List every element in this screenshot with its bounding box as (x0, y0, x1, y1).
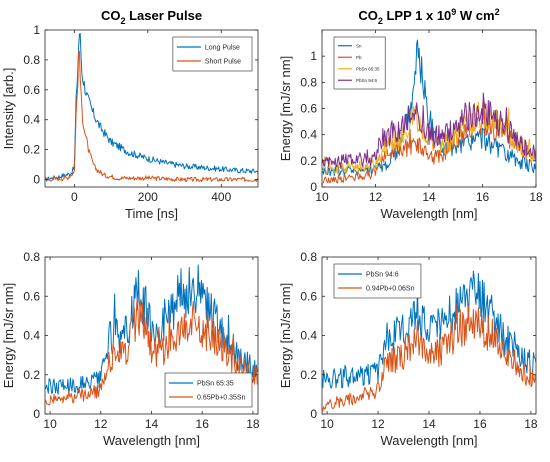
x-tick-label: 16 (473, 417, 487, 431)
series-line-2 (322, 303, 536, 412)
x-tick-label: 400 (211, 190, 231, 204)
y-axis-label: Energy [mJ/sr nm] (278, 56, 293, 161)
y-tick-label: 0.4 (23, 113, 40, 127)
x-tick-label: 10 (43, 417, 57, 431)
y-tick-label: 1 (310, 49, 317, 63)
x-tick-label: 18 (529, 190, 543, 204)
y-tick-label: 0.2 (23, 368, 40, 382)
y-tick-label: 1 (33, 23, 40, 37)
y-tick-label: 0.8 (23, 53, 40, 67)
legend: Long Pulse Short Pulse (172, 36, 253, 72)
y-axis-label: Intensity [arb.] (1, 68, 16, 150)
chart-panel-bottom-left: 10 12 14 16 18 0 0.2 0.4 0.6 0.8 Wavelength [nm] En… (1, 250, 260, 448)
x-axis-label: Wavelength [nm] (103, 433, 200, 448)
x-axis-label: Wavelength [nm] (380, 433, 477, 448)
x-tick-label: 14 (422, 417, 436, 431)
x-tick-label: 10 (320, 417, 334, 431)
y-tick-label: 0 (310, 180, 317, 194)
legend: Sn Pb PbSn 65:35 PbSn 94:6 (333, 36, 386, 90)
x-tick-label: 0 (71, 190, 78, 204)
y-axis-label: Energy [mJ/sr nm] (278, 283, 293, 388)
series-line-1 (322, 270, 536, 389)
x-tick-label: 18 (246, 417, 260, 431)
y-tick-label: 0.6 (300, 102, 317, 116)
y-tick-label: 0.6 (300, 289, 317, 303)
legend-entry: Pb (356, 55, 362, 60)
y-tick-label: 0.2 (23, 143, 40, 157)
y-tick-label: 0.4 (300, 128, 317, 142)
chart-title: CO2 LPP 1 x 109 W cm2 (358, 7, 499, 26)
chart-panel-bottom-right: 10 12 14 16 18 0 0.2 0.4 0.6 0.8 Wavelength [nm] En… (278, 250, 538, 448)
y-tick-label: 0 (33, 173, 40, 187)
y-tick-label: 0.8 (300, 250, 317, 264)
y-tick-label: 0.6 (23, 289, 40, 303)
y-tick-label: 0.4 (300, 329, 317, 343)
x-axis-label: Time [ns] (125, 206, 178, 221)
y-tick-label: 0 (310, 407, 317, 421)
series-line-2 (45, 50, 258, 183)
y-tick-label: 0.2 (300, 154, 317, 168)
legend-entry: PbSn 94:6 (366, 271, 399, 278)
legend-entry: Short Pulse (205, 58, 241, 65)
x-tick-label: 10 (315, 190, 329, 204)
y-axis-label: Energy [mJ/sr nm] (1, 283, 16, 388)
series-line-1 (45, 32, 258, 182)
series-line-1 (45, 264, 258, 395)
legend-entry: 0.65Pb+0.35Sn (197, 394, 246, 401)
legend-entry: PbSn 94:6 (356, 78, 378, 83)
x-tick-label: 12 (371, 417, 385, 431)
y-tick-label: 0.4 (23, 329, 40, 343)
legend-entry: Sn (356, 43, 362, 48)
x-tick-label: 12 (369, 190, 383, 204)
y-tick-label: 0.8 (300, 75, 317, 89)
x-tick-label: 12 (94, 417, 108, 431)
x-tick-label: 16 (476, 190, 490, 204)
x-tick-label: 16 (196, 417, 210, 431)
x-tick-label: 14 (422, 190, 436, 204)
chart-panel-top-left: 0 200 400 0 0.2 0.4 0.6 0.8 1 Time [ns] Intensity … (1, 8, 259, 221)
legend-entry: 0.94Pb+0.06Sn (366, 285, 415, 292)
x-tick-label: 200 (138, 190, 158, 204)
y-tick-label: 0.8 (23, 250, 40, 264)
series-line-2 (45, 296, 258, 406)
y-tick-label: 0.6 (23, 83, 40, 97)
series-line-4 (322, 92, 536, 169)
x-axis-label: Wavelength [nm] (380, 206, 477, 221)
x-tick-label: 14 (145, 417, 159, 431)
y-tick-label: 0.2 (300, 368, 317, 382)
legend-entry: PbSn 65:35 (197, 380, 234, 387)
legend: PbSn 94:6 0.94Pb+0.06Sn (333, 263, 422, 299)
x-tick-label: 18 (524, 417, 538, 431)
chart-panel-top-right: 10 12 14 16 18 0 0.2 0.4 0.6 0.8 1 Wavelength [nm] E… (278, 7, 543, 221)
chart-title: CO2 Laser Pulse (101, 8, 202, 26)
legend-entry: Long Pulse (205, 44, 240, 51)
y-tick-label: 0 (33, 407, 40, 421)
legend-entry: PbSn 65:35 (356, 66, 380, 71)
legend: PbSn 65:35 0.65Pb+0.35Sn (164, 372, 253, 408)
